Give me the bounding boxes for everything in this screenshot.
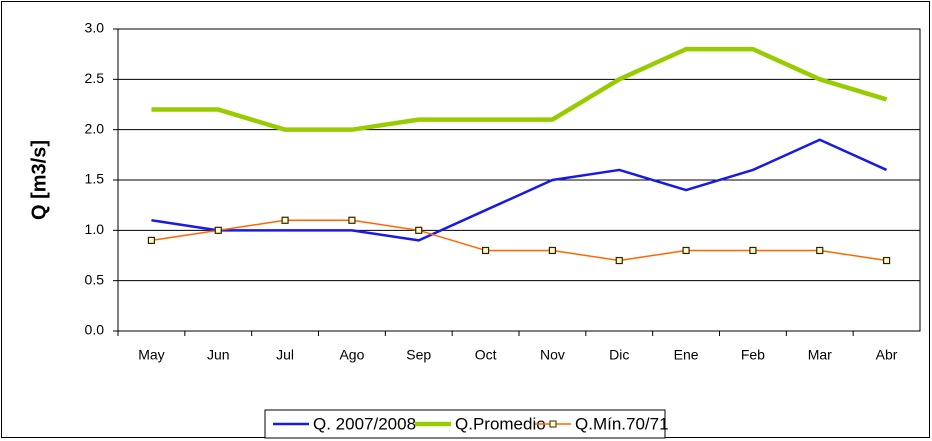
legend-label: Q.Mín.70/71 — [575, 414, 669, 433]
legend-marker — [549, 420, 557, 428]
y-tick-label: 0.0 — [85, 322, 105, 338]
x-tick-label: May — [138, 347, 164, 363]
x-tick-label: Oct — [475, 347, 497, 363]
marker — [882, 256, 891, 265]
marker — [214, 226, 222, 234]
x-tick-label: Ago — [339, 347, 364, 363]
line — [151, 46, 888, 132]
marker — [147, 236, 156, 244]
x-tick-label: Jun — [207, 347, 230, 363]
marker — [415, 226, 423, 234]
marker — [548, 246, 557, 255]
y-axis-label: Q [m3/s] — [28, 140, 50, 220]
x-tick-label: Sep — [406, 347, 431, 363]
legend-label: Q. 2007/2008 — [313, 414, 416, 433]
y-tick-label: 3.0 — [85, 20, 105, 36]
marker — [481, 246, 490, 255]
marker — [281, 216, 289, 224]
y-tick-label: 2.5 — [85, 70, 105, 86]
x-tick-label: Jul — [276, 347, 294, 363]
line — [151, 138, 888, 242]
marker — [682, 246, 690, 255]
y-tick-label: 1.5 — [85, 171, 105, 187]
y-tick-label: 1.0 — [85, 221, 105, 237]
legend-label: Q.Promedio — [455, 414, 546, 433]
marker — [615, 256, 623, 265]
x-tick-label: Ene — [674, 347, 699, 363]
marker — [749, 246, 757, 255]
x-tick-label: Dic — [609, 347, 629, 363]
legend-box — [264, 409, 666, 439]
marker — [348, 216, 356, 224]
y-tick-label: 2.0 — [85, 120, 105, 136]
x-tick-label: Feb — [741, 347, 765, 363]
line — [151, 219, 887, 262]
x-tick-label: Mar — [808, 347, 832, 363]
x-tick-label: Abr — [876, 347, 898, 363]
x-tick-label: Nov — [540, 347, 565, 363]
marker — [816, 246, 824, 255]
y-tick-label: 0.5 — [85, 271, 105, 287]
